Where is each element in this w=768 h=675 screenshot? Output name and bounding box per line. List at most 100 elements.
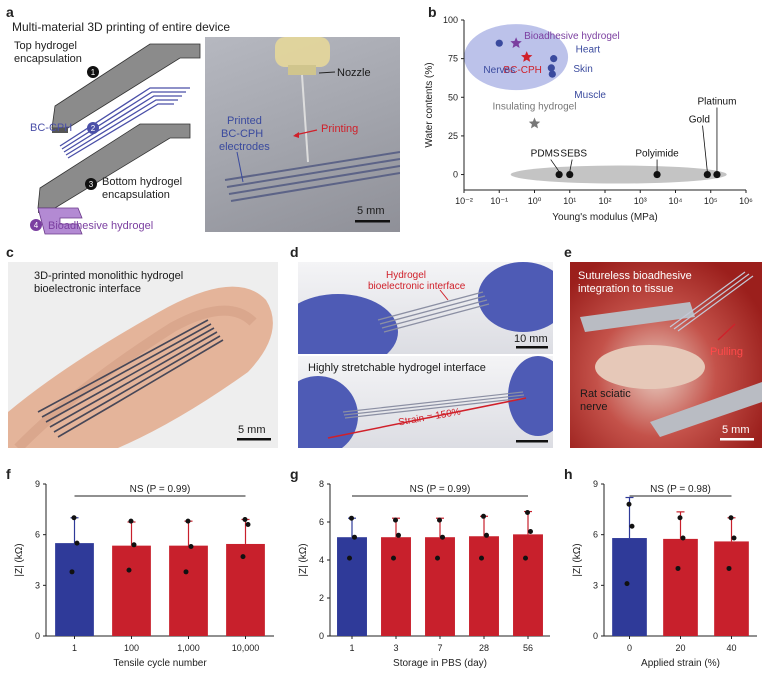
- leader-line: [569, 159, 573, 172]
- bullet-2: 2: [91, 124, 96, 133]
- y-axis-label: |Z| (kΩ): [14, 543, 25, 576]
- panel-letter-d: d: [290, 244, 299, 260]
- scale-bar-e: 5 mm: [722, 424, 750, 436]
- data-point: [675, 565, 681, 571]
- y-tick-label: 75: [448, 54, 458, 64]
- x-axis-label: Applied strain (%): [641, 658, 720, 669]
- y-tick-label: 0: [319, 631, 324, 641]
- data-point: [440, 534, 445, 540]
- bar-f-1: [112, 545, 151, 636]
- y-tick-label: 0: [453, 170, 458, 180]
- data-point: [240, 554, 246, 560]
- x-tick-label: 100: [124, 643, 139, 653]
- data-point: [525, 510, 530, 515]
- bar-h-0: [612, 538, 647, 636]
- data-point: [242, 516, 248, 522]
- data-point: [391, 555, 396, 561]
- label-bc-cph: BC-CPH: [504, 65, 542, 76]
- y-tick-label: 6: [319, 517, 324, 527]
- label-polyimide: Polyimide: [635, 149, 679, 160]
- label-3d-printed: 3D-printed monolithic hydrogel: [34, 270, 184, 282]
- panel-letter-g: g: [290, 466, 299, 482]
- x-axis-label: Tensile cycle number: [113, 658, 207, 669]
- panel-letter-f: f: [6, 466, 11, 482]
- point-bc-cph: [521, 51, 533, 62]
- label-bioadhesive-hydrogel: Bioadhesive hydrogel: [524, 31, 620, 42]
- data-point: [349, 515, 354, 521]
- label-nerves: Nerves: [483, 65, 515, 76]
- bar-g-0: [337, 537, 367, 636]
- y-axis-label: |Z| (kΩ): [298, 543, 309, 576]
- label-top-encapsulation: encapsulation: [14, 53, 82, 65]
- x-tick-label: 10,000: [232, 643, 260, 653]
- bar-h-2: [714, 541, 749, 636]
- label-insulating-hydrogel: Insulating hydrogel: [493, 102, 577, 113]
- label-pulling: Pulling: [710, 346, 744, 358]
- label-sutureless: Sutureless bioadhesive: [578, 270, 692, 282]
- x-axis-label: Young's modulus (MPa): [552, 212, 657, 223]
- panel-a-title: Multi-material 3D printing of entire dev…: [12, 20, 231, 34]
- y-tick-label: 100: [443, 15, 458, 25]
- data-point: [188, 543, 194, 549]
- y-tick-label: 9: [593, 479, 598, 489]
- data-point: [393, 517, 398, 523]
- label-integration: integration to tissue: [578, 283, 674, 295]
- data-point: [484, 532, 489, 538]
- y-tick-label: 8: [319, 479, 324, 489]
- y-tick-label: 4: [319, 555, 324, 565]
- exploded-device-schematic: 1 2 3 4: [30, 43, 201, 235]
- x-tick-label: 40: [726, 643, 736, 653]
- label-platinum: Platinum: [698, 97, 737, 108]
- label-printed: Printed: [227, 115, 262, 127]
- tissue-photo: Sutureless bioadhesive integration to ti…: [570, 262, 762, 448]
- label-muscle: Muscle: [574, 90, 606, 101]
- point-skin: [547, 64, 555, 72]
- label-top-hydrogel: Top hydrogel: [14, 40, 77, 52]
- leader-line: [702, 125, 708, 172]
- label-printing: Printing: [321, 123, 359, 135]
- leader-line: [550, 159, 560, 172]
- scale-bar-c: 5 mm: [238, 424, 266, 436]
- data-point: [677, 515, 683, 521]
- point-muscle: [548, 70, 556, 78]
- label-hydrogel-d: Hydrogel: [386, 270, 427, 281]
- x-tick-label: 10²: [598, 196, 611, 206]
- data-point: [437, 517, 442, 523]
- panel-letter-e: e: [564, 244, 572, 260]
- label-gold: Gold: [689, 115, 710, 126]
- data-point: [523, 555, 528, 561]
- label-skin: Skin: [573, 64, 592, 75]
- x-tick-label: 10⁴: [669, 196, 683, 206]
- x-tick-label: 3: [393, 643, 398, 653]
- panel-letter-a: a: [6, 4, 14, 20]
- bullet-3: 3: [89, 180, 94, 189]
- data-point: [626, 501, 632, 507]
- data-point: [396, 532, 401, 538]
- data-point: [680, 535, 686, 541]
- bar-g-3: [469, 536, 499, 636]
- label-bioadhesive-hydrogel: Bioadhesive hydrogel: [48, 220, 154, 232]
- bar-g-2: [425, 537, 455, 636]
- significance-label: NS (P = 0.98): [650, 484, 711, 495]
- point-pdms: [555, 170, 563, 179]
- label-pdms: PDMS: [531, 149, 560, 160]
- y-tick-label: 50: [448, 92, 458, 102]
- bar-f-2: [169, 545, 208, 636]
- panel-letter-h: h: [564, 466, 573, 482]
- x-tick-label: 20: [675, 643, 685, 653]
- bullet-1: 1: [91, 68, 96, 77]
- x-tick-label: 0: [627, 643, 632, 653]
- data-point: [435, 555, 440, 561]
- stretch-photo-top: Hydrogel bioelectronic interface 10 mm: [298, 262, 553, 354]
- y-axis-label: |Z| (kΩ): [572, 543, 583, 576]
- y-tick-label: 25: [448, 131, 458, 141]
- significance-label: NS (P = 0.99): [410, 484, 471, 495]
- x-tick-label: 10³: [634, 196, 647, 206]
- x-tick-label: 10¹: [563, 196, 576, 206]
- label-heart: Heart: [576, 45, 601, 56]
- y-tick-label: 3: [35, 580, 40, 590]
- y-tick-label: 6: [35, 530, 40, 540]
- bar-f-3: [226, 543, 265, 636]
- point-platinum: [713, 170, 721, 179]
- x-tick-label: 10⁶: [739, 196, 753, 206]
